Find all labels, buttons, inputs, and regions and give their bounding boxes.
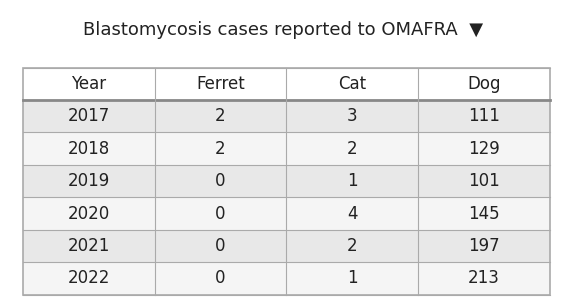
Text: 0: 0 (215, 172, 226, 190)
Text: 2022: 2022 (67, 270, 110, 287)
Text: 4: 4 (347, 204, 358, 223)
Text: 197: 197 (468, 237, 500, 255)
Text: Cat: Cat (338, 75, 366, 93)
Text: 101: 101 (468, 172, 500, 190)
Text: 145: 145 (468, 204, 500, 223)
Text: 2: 2 (347, 140, 358, 158)
Text: 2: 2 (215, 107, 226, 125)
Text: 3: 3 (347, 107, 358, 125)
Text: 2: 2 (215, 140, 226, 158)
Text: 0: 0 (215, 237, 226, 255)
Text: 2020: 2020 (67, 204, 110, 223)
Text: 2018: 2018 (67, 140, 110, 158)
Text: 0: 0 (215, 204, 226, 223)
Text: Year: Year (71, 75, 106, 93)
Text: 0: 0 (215, 270, 226, 287)
Text: 1: 1 (347, 172, 358, 190)
Text: 2: 2 (347, 237, 358, 255)
Text: 213: 213 (468, 270, 500, 287)
Text: 129: 129 (468, 140, 500, 158)
Text: Dog: Dog (467, 75, 501, 93)
Text: Blastomycosis cases reported to OMAFRA  ▼: Blastomycosis cases reported to OMAFRA ▼ (83, 21, 484, 40)
Text: Ferret: Ferret (196, 75, 245, 93)
Text: 1: 1 (347, 270, 358, 287)
Text: 2021: 2021 (67, 237, 110, 255)
Text: 2019: 2019 (67, 172, 110, 190)
Text: 2017: 2017 (67, 107, 110, 125)
Text: 111: 111 (468, 107, 500, 125)
